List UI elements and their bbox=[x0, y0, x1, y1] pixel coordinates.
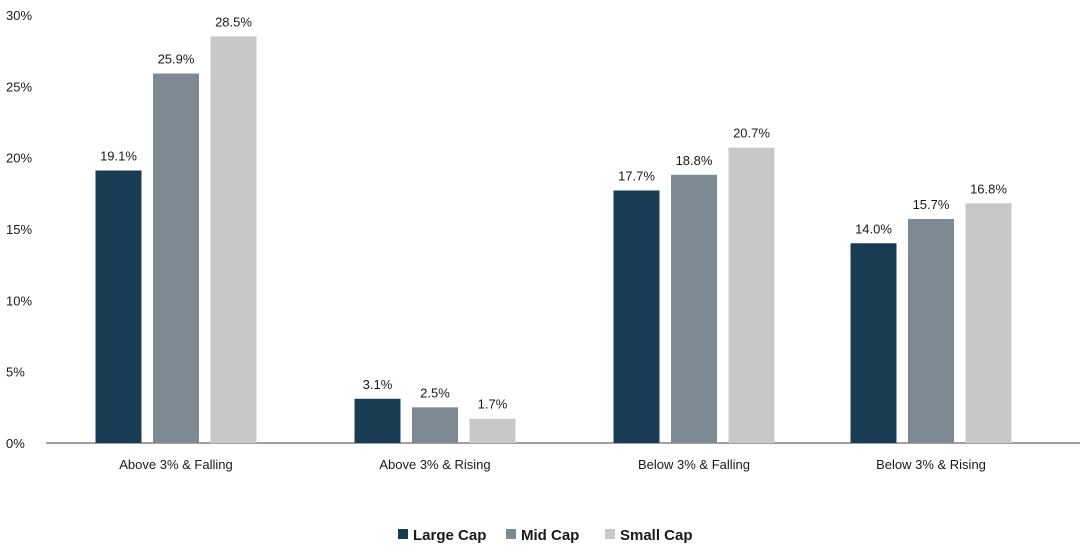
x-tick-label: Above 3% & Rising bbox=[379, 457, 490, 472]
y-tick-label: 30% bbox=[6, 8, 32, 23]
data-label: 14.0% bbox=[855, 221, 892, 236]
legend-label: Large Cap bbox=[413, 527, 486, 544]
bar-mid-cap bbox=[908, 219, 954, 443]
y-tick-label: 20% bbox=[6, 151, 32, 166]
y-tick-label: 15% bbox=[6, 222, 32, 237]
y-tick-label: 0% bbox=[6, 436, 25, 451]
bar-small-cap bbox=[728, 147, 775, 443]
bar-large-cap bbox=[95, 170, 142, 444]
bar-large-cap bbox=[850, 243, 897, 443]
y-tick-label: 25% bbox=[6, 79, 32, 94]
bar-mid-cap bbox=[412, 407, 458, 443]
data-label: 1.7% bbox=[478, 397, 508, 412]
bar-large-cap bbox=[354, 398, 401, 443]
y-tick-label: 10% bbox=[6, 293, 32, 308]
data-label: 3.1% bbox=[363, 377, 393, 392]
legend-swatch bbox=[506, 529, 516, 539]
bar-mid-cap bbox=[153, 73, 199, 443]
data-label: 19.1% bbox=[100, 149, 137, 164]
data-label: 25.9% bbox=[158, 51, 195, 66]
data-label: 16.8% bbox=[970, 181, 1007, 196]
data-label: 18.8% bbox=[676, 153, 713, 168]
bar-large-cap bbox=[613, 190, 660, 443]
x-tick-label: Above 3% & Falling bbox=[119, 457, 232, 472]
legend-swatch bbox=[398, 529, 408, 539]
legend-swatch bbox=[605, 529, 615, 539]
data-label: 15.7% bbox=[913, 197, 950, 212]
data-label: 17.7% bbox=[618, 168, 655, 183]
bar-small-cap bbox=[469, 418, 516, 443]
bar-small-cap bbox=[210, 36, 257, 444]
legend-label: Small Cap bbox=[620, 527, 693, 544]
y-tick-label: 5% bbox=[6, 365, 25, 380]
data-label: 2.5% bbox=[420, 385, 450, 400]
bar-small-cap bbox=[965, 203, 1012, 443]
data-label: 28.5% bbox=[215, 14, 252, 29]
legend-label: Mid Cap bbox=[521, 527, 579, 544]
x-tick-label: Below 3% & Rising bbox=[876, 457, 986, 472]
data-label: 20.7% bbox=[733, 126, 770, 141]
x-tick-label: Below 3% & Falling bbox=[638, 457, 750, 472]
bar-mid-cap bbox=[671, 174, 717, 443]
